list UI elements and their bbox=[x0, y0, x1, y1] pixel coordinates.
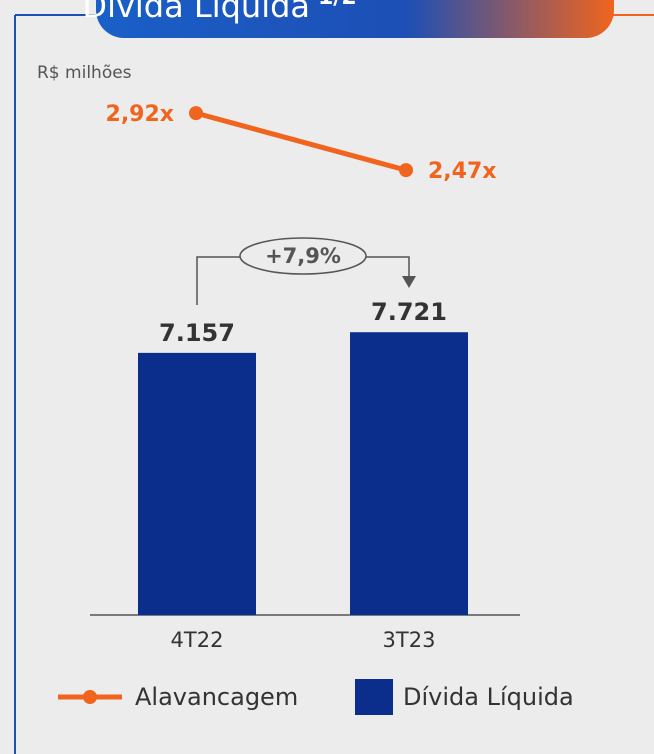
bar bbox=[138, 352, 256, 615]
line-point bbox=[399, 163, 413, 178]
line bbox=[195, 110, 407, 173]
title-pill bbox=[96, 0, 614, 38]
legend-label: Dívida Líquida bbox=[403, 683, 574, 711]
chart-title: Dívida Líquida bbox=[82, 0, 310, 25]
annotation-oval bbox=[239, 237, 367, 275]
legend-label: Alavancagem bbox=[135, 683, 298, 711]
legend-swatch bbox=[355, 679, 393, 715]
legend-dot bbox=[83, 690, 97, 704]
arrow-head bbox=[402, 276, 416, 288]
value-label: 7.157 bbox=[159, 319, 235, 347]
x-tick-label: 4T22 bbox=[171, 628, 224, 652]
title-note: 1/2 bbox=[318, 0, 357, 10]
subtitle: R$ milhões bbox=[37, 63, 132, 83]
value-label: 2,92x bbox=[106, 102, 174, 127]
x-tick-label: 3T23 bbox=[383, 628, 436, 652]
annotation: +7,9% bbox=[265, 244, 341, 268]
line-point bbox=[189, 106, 203, 121]
bar bbox=[350, 332, 468, 615]
value-label: 7.721 bbox=[371, 298, 447, 326]
value-label: 2,47x bbox=[428, 159, 496, 184]
